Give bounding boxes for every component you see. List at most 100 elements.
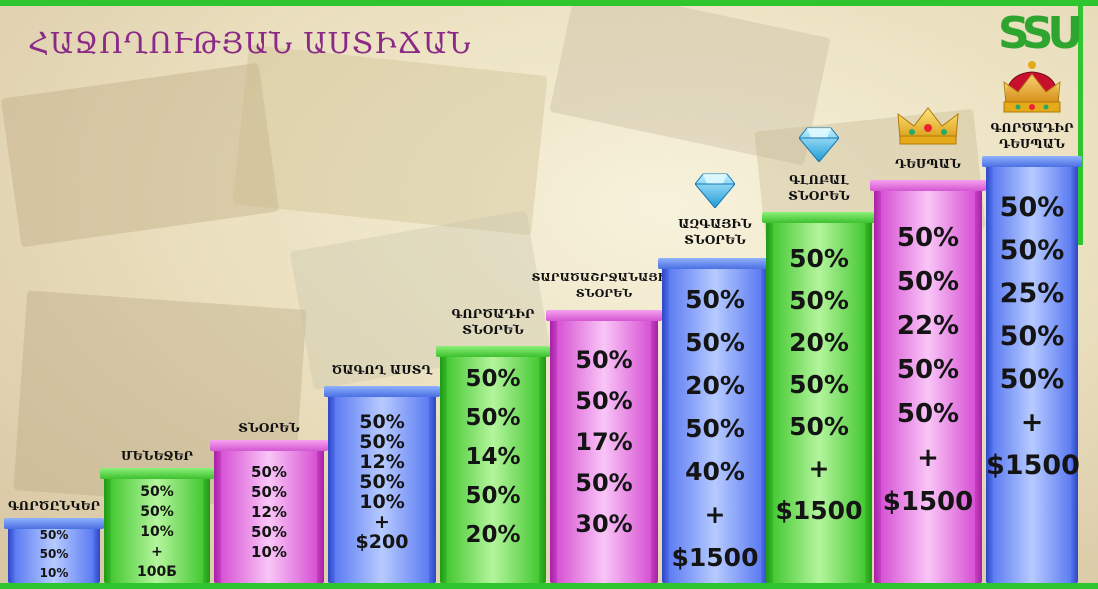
step-values: 50% 50% 22% 50% 50% + $1500	[874, 216, 982, 524]
step-value: +	[917, 443, 939, 473]
step-value: 22%	[896, 311, 960, 341]
bar-face	[447, 357, 539, 583]
bar-face	[993, 167, 1071, 583]
step-value: $200	[355, 531, 409, 553]
bar-face	[669, 269, 761, 583]
step-values: 50% 50% 10% +100Б	[104, 482, 210, 582]
bar-face	[773, 223, 865, 583]
step-value: $1500	[986, 450, 1080, 481]
step-values: 50% 50% 12% 50% 10% + $200	[328, 412, 436, 552]
step-value: 14%	[465, 444, 521, 470]
step-value: 50%	[140, 484, 174, 500]
step-value: 10%	[251, 543, 287, 561]
step-bar: 50% 50% 22% 50% 50% + $1500	[870, 180, 986, 583]
step-value: 50%	[999, 321, 1065, 352]
step-value: 100Б	[137, 564, 177, 580]
step-label: ԴԵՍՊԱՆ	[895, 157, 961, 171]
step-value: 20%	[685, 371, 745, 400]
step-values: 50% 50% 17% 50% 30%	[550, 340, 658, 545]
step-value: 10%	[359, 491, 405, 513]
step-value: 10%	[140, 524, 174, 540]
step-value: +	[151, 544, 163, 560]
step-value: 50%	[896, 355, 960, 385]
step-label: ԾԱԳՈՂ ԱՍՏՂ	[331, 363, 433, 377]
step-value: +	[808, 454, 830, 483]
step-value: 50%	[685, 328, 745, 357]
step-bar: 50% 50% 17% 50% 30%	[546, 310, 662, 583]
red-crown-icon	[1000, 60, 1064, 118]
bar-face	[335, 397, 429, 583]
frame-top	[0, 0, 1098, 6]
step-values: 50% 50% 10%	[8, 526, 100, 583]
step-value: 50%	[251, 523, 287, 541]
step-bar: 50% 50% 14% 50% 20%	[436, 346, 550, 583]
step-value: 50%	[465, 366, 521, 392]
step-value: 50%	[575, 469, 633, 497]
step-bar: 50% 50% 12% 50% 10% + $200	[324, 386, 440, 583]
step-label: ԳՈՐԾԱԴԻՐ ԴԵՍՊԱՆ	[990, 121, 1074, 151]
banknote-decoration	[232, 44, 548, 236]
step-value: 50%	[999, 192, 1065, 223]
step-value: 50%	[999, 235, 1065, 266]
frame-bottom	[0, 583, 1098, 589]
step-values: 50% 50% 20% 50% 40% + $1500	[662, 278, 768, 579]
bar-top	[100, 468, 214, 479]
step-value: 50%	[896, 223, 960, 253]
step-value: 17%	[575, 428, 633, 456]
step-values: 50% 50% 20% 50% 50% + $1500	[766, 238, 872, 532]
step-value: $1500	[671, 543, 759, 572]
bar-top	[982, 156, 1082, 167]
step-value: 50%	[789, 412, 849, 441]
step-value: 12%	[251, 503, 287, 521]
step-label: ԳՈՐԾԱԴԻՐ ՏՆՕՐԵՆ	[451, 307, 535, 337]
bar-face	[881, 191, 975, 583]
diamond-icon	[798, 126, 840, 166]
bar-top	[870, 180, 986, 191]
step-values: 50% 50% 25% 50% 50% + $1500	[986, 186, 1080, 487]
step-value: 50%	[359, 471, 405, 493]
step-value: 50%	[789, 286, 849, 315]
step-value: 50%	[359, 411, 405, 433]
step-bar: 50% 50% 20% 50% 40% + $1500	[658, 258, 772, 583]
page-title: ՀԱՋՈՂՈՒԹՅԱՆ ԱՍՏԻՃԱՆ	[28, 26, 472, 60]
step-label: ԱԶԳԱՅԻՆ ՏՆՕՐԵՆ	[678, 217, 752, 247]
step-value: 50%	[575, 346, 633, 374]
bar-top	[324, 386, 440, 397]
step-value: 10%	[39, 566, 69, 580]
step-value: +	[704, 500, 726, 529]
step-label: ԳԼՈԲԱԼ ՏՆՕՐԵՆ	[788, 173, 850, 203]
step-value: 20%	[789, 328, 849, 357]
bar-face	[557, 321, 651, 583]
bar-top	[210, 440, 328, 451]
step-value: 50%	[896, 267, 960, 297]
step-value: 50%	[685, 414, 745, 443]
step-value: 50%	[685, 285, 745, 314]
diamond-icon	[694, 172, 736, 212]
bar-face	[111, 479, 203, 583]
step-label: ՄԵՆԵՋԵՐ	[120, 449, 194, 463]
step-values: 50% 50% 14% 50% 20%	[440, 360, 546, 555]
step-value: 50%	[39, 547, 69, 561]
gold-crown-icon	[896, 106, 960, 150]
step-value: 30%	[575, 510, 633, 538]
bar-face	[221, 451, 317, 583]
bar-top	[658, 258, 772, 269]
bar-top	[762, 212, 876, 223]
step-bar: 50% 50% 25% 50% 50% + $1500	[982, 156, 1082, 583]
step-bar: 50% 50% 12% 50% 10%	[210, 440, 328, 583]
bar-top	[436, 346, 550, 357]
step-value: 12%	[359, 451, 405, 473]
step-value: 50%	[896, 399, 960, 429]
step-bar: 50% 50% 10% +100Б	[100, 468, 214, 583]
bar-top	[546, 310, 662, 321]
bar-top	[4, 518, 104, 529]
step-value: 50%	[39, 528, 69, 542]
step-value: 40%	[685, 457, 745, 486]
ssu-logo: SSU	[998, 8, 1083, 59]
step-value: 50%	[465, 483, 521, 509]
step-bar: 50% 50% 20% 50% 50% + $1500	[762, 212, 876, 583]
step-value: $1500	[882, 487, 974, 517]
step-value: 25%	[999, 278, 1065, 309]
step-value: 50%	[140, 504, 174, 520]
step-value: 50%	[789, 244, 849, 273]
